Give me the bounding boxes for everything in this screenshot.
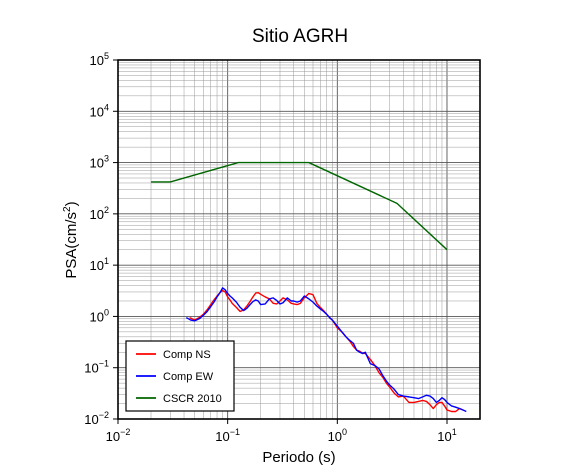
x-tick-label: 101 — [437, 427, 456, 444]
y-tick-label: 10−2 — [84, 410, 109, 427]
chart-title: Sitio AGRH — [252, 26, 348, 47]
x-tick-label: 10−2 — [106, 427, 131, 444]
y-tick-label: 103 — [90, 154, 109, 171]
series-layer — [151, 161, 467, 413]
plot-frame — [117, 59, 481, 420]
y-tick-label: 104 — [90, 102, 109, 119]
x-axis-label: Periodo (s) — [262, 449, 335, 466]
legend-label-cscr-2010: CSCR 2010 — [163, 393, 222, 405]
legend-label-comp-ew: Comp EW — [163, 371, 214, 383]
y-axis-label: PSA(cm/s2) — [62, 201, 80, 278]
y-tick-labels: 10−2 10−1 100 101 102 103 104 105 — [84, 51, 118, 427]
legend: Comp NS Comp EW CSCR 2010 — [125, 340, 235, 412]
series-line-cscr-2010 — [151, 161, 448, 251]
series-line-comp-ew — [186, 287, 467, 413]
y-tick-label: 100 — [90, 307, 109, 324]
y-tick-label: 105 — [90, 51, 109, 68]
x-tick-label: 100 — [328, 427, 347, 444]
y-tick-label: 10−1 — [84, 359, 109, 376]
y-tick-label: 101 — [90, 256, 109, 273]
x-tick-labels: 10−2 10−1 100 101 — [106, 419, 457, 444]
legend-label-comp-ns: Comp NS — [163, 349, 211, 361]
x-tick-label: 10−1 — [215, 427, 240, 444]
y-tick-label: 102 — [90, 205, 109, 222]
series-line-comp-ns — [189, 289, 464, 413]
